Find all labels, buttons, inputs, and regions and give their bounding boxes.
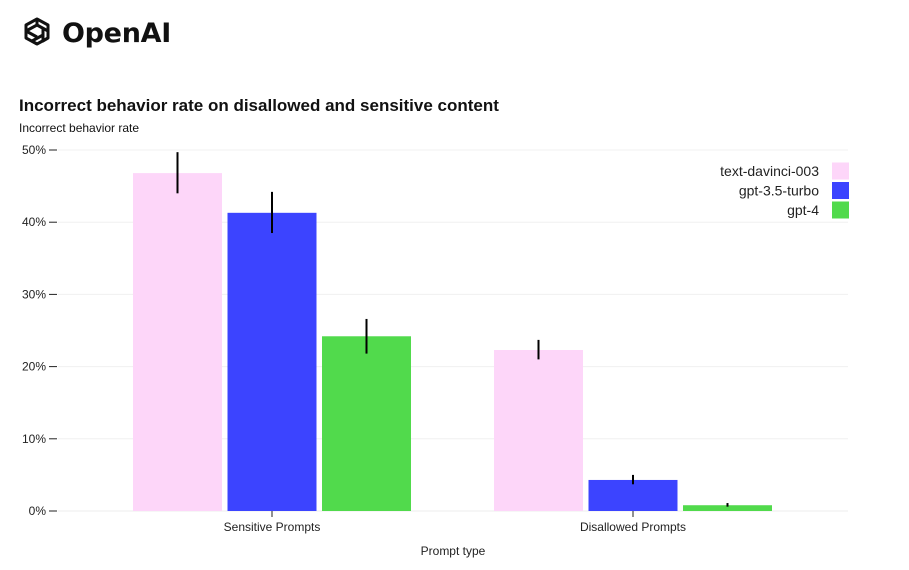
y-tick-label: 10%: [22, 432, 46, 446]
bar-gpt-3.5-turbo: [227, 212, 317, 511]
bar-gpt-4: [683, 505, 772, 511]
openai-logo-icon: [24, 17, 50, 46]
legend-label: text-davinci-003: [720, 163, 819, 179]
openai-logo: OpenAI: [18, 14, 171, 52]
y-tick-label: 20%: [22, 360, 46, 374]
y-tick-label: 0%: [29, 504, 47, 518]
y-tick-label: 40%: [22, 215, 46, 229]
legend-swatch: [832, 162, 849, 180]
bar-text-davinci-003: [133, 173, 222, 511]
bar-gpt-4: [322, 336, 411, 511]
bar-gpt-3.5-turbo: [588, 479, 678, 511]
y-tick-label: 50%: [22, 143, 46, 157]
x-tick-label: Disallowed Prompts: [580, 520, 686, 534]
y-axis-title: Incorrect behavior rate: [19, 121, 140, 135]
y-tick-label: 30%: [22, 287, 46, 301]
legend-label: gpt-4: [787, 202, 819, 218]
legend-swatch: [832, 201, 849, 219]
x-tick-label: Sensitive Prompts: [224, 520, 321, 534]
openai-wordmark: OpenAI: [62, 17, 171, 49]
legend-label: gpt-3.5-turbo: [739, 183, 819, 199]
bar-text-davinci-003: [494, 349, 583, 511]
legend-swatch: [832, 182, 849, 199]
x-axis-title: Prompt type: [421, 544, 486, 558]
chart-title: Incorrect behavior rate on disallowed an…: [19, 96, 499, 115]
